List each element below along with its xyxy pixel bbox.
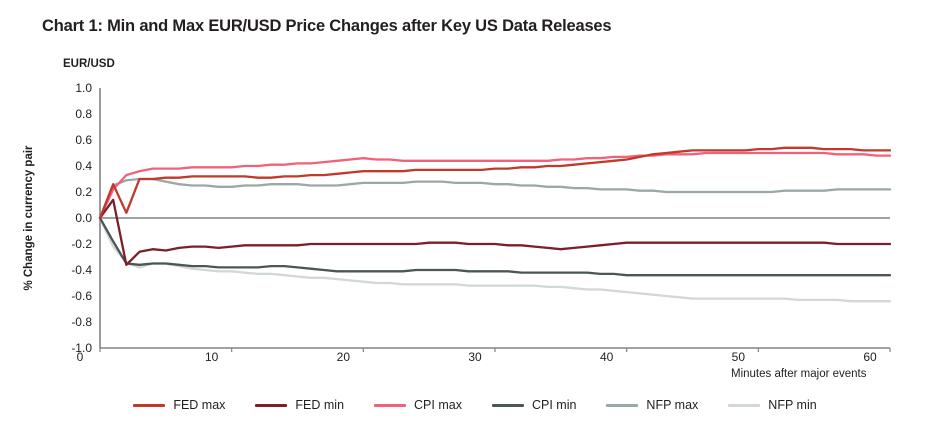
x-tick-label: 30 [468,350,482,364]
chart-legend: FED max FED min CPI max CPI min NFP max NFP m… [0,398,950,412]
legend-label: FED max [173,398,226,412]
y-tick-label: -0.2 [71,237,92,251]
legend-label: CPI max [414,398,462,412]
y-tick-label: -1.0 [71,341,92,355]
chart-title: Chart 1: Min and Max EUR/USD Price Chang… [42,17,612,35]
legend-swatch-icon [728,403,761,407]
y-tick-label: -0.4 [71,263,92,277]
legend-item-fed-max[interactable]: FED max [133,398,225,412]
unit-label: EUR/USD [63,58,115,70]
y-tick-label: -0.8 [71,315,92,329]
y-tick-label: 0.0 [75,211,92,225]
y-tick-label: 0.4 [75,159,92,173]
y-tick-label: -0.6 [71,289,92,303]
y-tick-label: 0.6 [75,133,92,147]
series-line-cpi-min [98,216,892,277]
legend-label: CPI min [531,398,577,412]
legend-swatch-icon [491,403,524,407]
series-line-fed-min [98,198,892,266]
y-tick-label: 0.8 [75,107,92,121]
legend-swatch-icon [606,403,639,407]
legend-label: FED min [295,398,345,412]
x-tick-label: 60 [863,350,877,364]
legend-item-fed-min[interactable]: FED min [255,398,344,412]
series-line-nfp-min [98,216,892,303]
legend-label: NFP min [768,398,817,412]
x-axis-title: Minutes after major events [731,368,867,380]
legend-item-cpi-min[interactable]: CPI min [491,398,577,412]
y-tick-label: 0.2 [75,185,92,199]
x-tick-label: 0 [76,350,84,364]
legend-swatch-icon [133,403,166,407]
legend-swatch-icon [255,403,288,407]
series-line-cpi-max [98,151,892,220]
y-tick-label: 1.0 [75,81,92,95]
series-line-nfp-max [98,177,892,220]
legend-item-nfp-min[interactable]: NFP min [728,398,817,412]
x-tick-label: 10 [204,350,219,364]
legend-item-nfp-max[interactable]: NFP max [606,398,698,412]
legend-item-cpi-max[interactable]: CPI max [374,398,462,412]
x-tick-label: 40 [599,350,614,364]
series-line-fed-max [98,146,892,220]
x-tick-label: 20 [336,350,350,364]
x-tick-label: 50 [731,350,745,364]
legend-label: NFP max [646,398,699,412]
legend-swatch-icon [374,403,407,407]
